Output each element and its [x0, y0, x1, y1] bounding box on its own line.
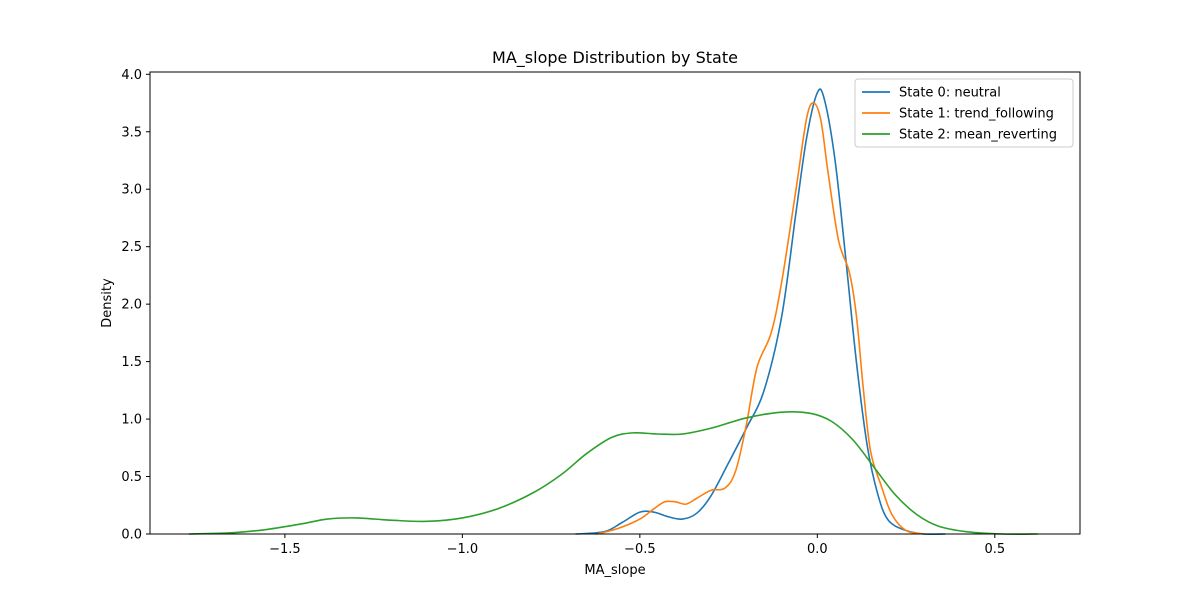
y-axis-label: Density [100, 278, 115, 328]
chart-title: MA_slope Distribution by State [492, 48, 738, 68]
series-line-0 [575, 88, 946, 536]
y-tick-label: 0.5 [121, 470, 142, 485]
plot-frame [149, 71, 1081, 535]
series-line-2 [188, 411, 1039, 535]
y-tick-label: 0.0 [121, 528, 142, 543]
series-layer [188, 88, 1039, 536]
y-tick-label: 3.0 [121, 183, 142, 198]
y-tick-label: 3.5 [121, 125, 142, 140]
y-tick-label: 4.0 [121, 68, 142, 83]
x-tick-label: −0.5 [624, 542, 656, 557]
y-axis: 0.0 0.5 1.0 1.5 2.0 2.5 3.0 3.5 4.0 [121, 68, 150, 543]
y-tick-label: 2.0 [121, 298, 142, 313]
legend: State 0: neutral State 1: trend_following… [854, 78, 1074, 148]
y-tick-label: 1.5 [121, 355, 142, 370]
legend-entry-1: State 1: trend_following [899, 107, 1054, 122]
y-tick-label: 1.0 [121, 413, 142, 428]
x-axis-label: MA_slope [584, 563, 645, 578]
x-tick-label: 0.0 [807, 542, 828, 557]
x-tick-label: 0.5 [984, 542, 1005, 557]
legend-entry-2: State 2: mean_reverting [899, 128, 1057, 143]
y-tick-label: 2.5 [121, 240, 142, 255]
x-tick-label: −1.5 [269, 542, 301, 557]
x-axis: −1.5 −1.0 −0.5 0.0 0.5 [269, 534, 1005, 557]
legend-box [854, 78, 1074, 148]
x-tick-label: −1.0 [447, 542, 479, 557]
series-line-1 [596, 102, 925, 535]
legend-entry-0: State 0: neutral [899, 86, 1001, 101]
